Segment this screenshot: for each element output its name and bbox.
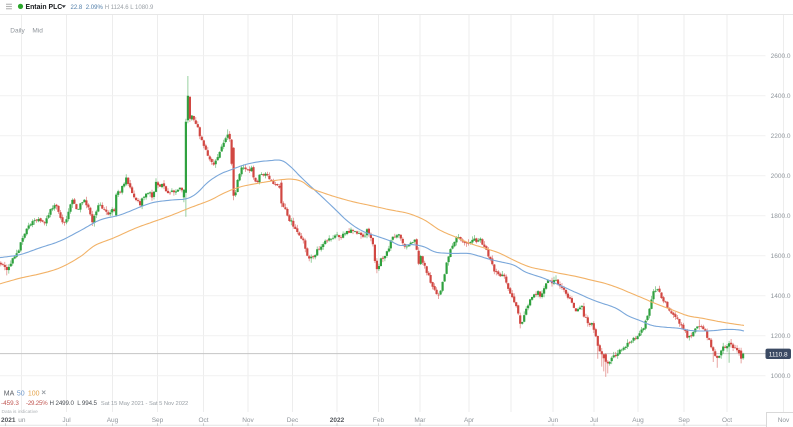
svg-text:-459.3: -459.3 — [1, 400, 19, 407]
svg-text:2.09%: 2.09% — [86, 5, 104, 11]
svg-text:2600.0: 2600.0 — [771, 53, 791, 60]
svg-text:50: 50 — [17, 391, 25, 398]
svg-text:Oct: Oct — [722, 417, 732, 424]
svg-text:Apr: Apr — [464, 417, 475, 424]
svg-text:100: 100 — [28, 391, 40, 398]
svg-text:Mar: Mar — [414, 417, 426, 424]
svg-text:H 1124.6 L 1080.9: H 1124.6 L 1080.9 — [105, 5, 154, 11]
svg-text:Nov: Nov — [778, 417, 790, 424]
svg-text:1000.0: 1000.0 — [771, 373, 791, 380]
svg-text:L 994.5: L 994.5 — [77, 400, 97, 407]
svg-text:2021: 2021 — [1, 417, 16, 424]
svg-text:Aug: Aug — [632, 417, 644, 424]
svg-text:1110.8: 1110.8 — [769, 351, 788, 358]
svg-text:Jul: Jul — [62, 417, 71, 424]
svg-text:un: un — [18, 417, 26, 424]
svg-text:Mid: Mid — [32, 27, 43, 34]
svg-text:Sat 15 May 2021 - Sat 5 Nov 20: Sat 15 May 2021 - Sat 5 Nov 2022 — [101, 401, 188, 407]
svg-text:Entain PLC: Entain PLC — [26, 4, 63, 11]
svg-text:Daily: Daily — [10, 27, 25, 34]
svg-text:1200.0: 1200.0 — [771, 333, 791, 340]
svg-text:Feb: Feb — [373, 417, 385, 424]
svg-text:2400.0: 2400.0 — [771, 93, 791, 100]
svg-text:-29.25%: -29.25% — [26, 400, 48, 407]
svg-text:2022: 2022 — [330, 417, 345, 424]
svg-text:22.8: 22.8 — [71, 5, 83, 11]
svg-text:Dec: Dec — [287, 417, 299, 424]
svg-text:Jul: Jul — [590, 417, 599, 424]
svg-text:Data is indicative: Data is indicative — [2, 409, 39, 415]
svg-text:H 2499.0: H 2499.0 — [50, 400, 75, 407]
svg-text:Sep: Sep — [678, 417, 690, 424]
svg-text:1400.0: 1400.0 — [771, 293, 791, 300]
svg-text:Aug: Aug — [107, 417, 119, 424]
svg-text:Oct: Oct — [198, 417, 208, 424]
svg-text:1600.0: 1600.0 — [771, 253, 791, 260]
svg-text:Nov: Nov — [242, 417, 254, 424]
svg-text:MA: MA — [4, 391, 15, 398]
svg-text:Jun: Jun — [548, 417, 559, 424]
svg-text:1800.0: 1800.0 — [771, 213, 791, 220]
svg-text:2200.0: 2200.0 — [771, 133, 791, 140]
svg-text:Sep: Sep — [152, 417, 164, 424]
svg-text:2000.0: 2000.0 — [771, 173, 791, 180]
